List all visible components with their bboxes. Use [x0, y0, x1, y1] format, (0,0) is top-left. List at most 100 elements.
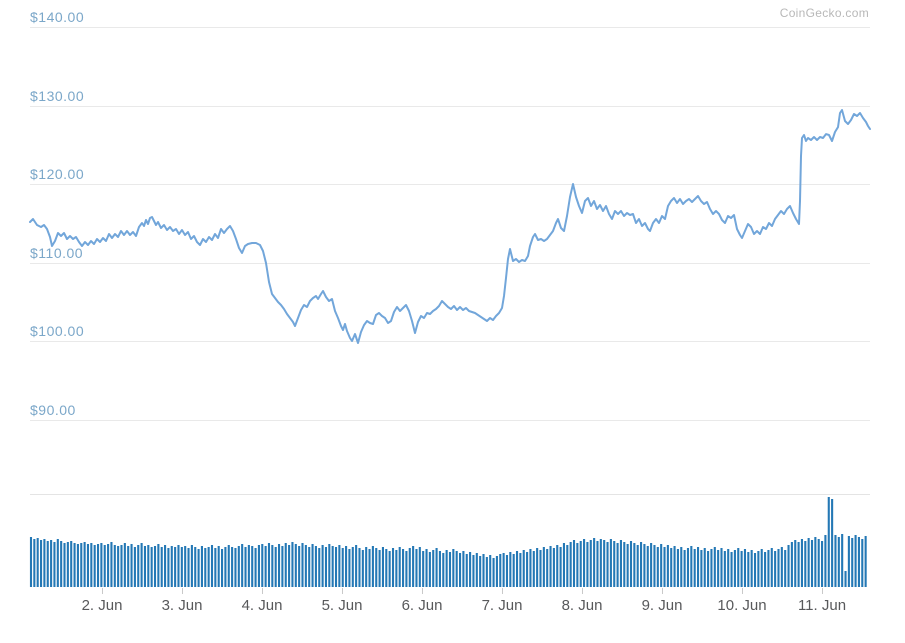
volume-bar: [274, 547, 277, 587]
volume-bar: [797, 542, 800, 587]
volume-bar: [331, 546, 334, 587]
volume-bar: [666, 545, 669, 587]
volume-bar: [593, 538, 596, 587]
volume-bar: [603, 540, 606, 587]
volume-bar: [267, 543, 271, 587]
volume-bar: [311, 544, 314, 587]
volume-bar: [864, 536, 867, 587]
volume-bar: [629, 541, 633, 587]
volume-bar: [482, 554, 485, 587]
volume-bar: [827, 497, 830, 587]
volume-bar: [462, 551, 465, 587]
x-axis-tick: [422, 588, 423, 594]
volume-bar: [599, 539, 602, 587]
volume-bar: [764, 552, 767, 587]
volume-bar: [834, 535, 837, 587]
volume-bar: [318, 548, 321, 587]
volume-bar: [234, 548, 237, 587]
volume-bar: [539, 550, 542, 587]
volume-bar: [837, 537, 840, 587]
volume-bar: [663, 547, 666, 587]
x-axis-tick: [662, 588, 663, 594]
volume-bar: [492, 558, 495, 587]
volume-bar: [157, 544, 160, 587]
volume-bar: [740, 551, 743, 587]
volume-bar: [814, 537, 817, 587]
volume-bar: [579, 541, 582, 587]
volume-bar: [217, 546, 220, 587]
volume-bar: [341, 548, 344, 587]
volume-bar: [96, 544, 100, 587]
volume-bar: [609, 539, 612, 587]
volume-bar: [455, 551, 458, 587]
volume-bar: [448, 552, 452, 587]
volume-bar: [636, 545, 639, 587]
volume-bar: [237, 546, 240, 587]
volume-bar: [445, 550, 448, 587]
x-axis-label: 9. Jun: [641, 597, 683, 614]
volume-bar: [703, 548, 706, 587]
volume-bar: [817, 539, 820, 587]
volume-bar: [572, 540, 576, 587]
volume-bar: [650, 543, 653, 587]
y-axis-label: $110.00: [30, 245, 84, 261]
volume-bar: [277, 544, 281, 587]
volume-bar: [438, 551, 441, 587]
volume-bar: [76, 544, 79, 587]
x-axis-label: 10. Jun: [717, 597, 767, 614]
volume-bar: [854, 535, 857, 587]
x-axis-tick: [582, 588, 583, 594]
volume-bar: [653, 545, 656, 587]
volume-bar: [489, 555, 492, 587]
volume-bar: [743, 549, 747, 587]
volume-bar: [499, 554, 502, 587]
volume-bar: [576, 543, 579, 587]
volume-bar: [408, 548, 411, 587]
volume-bar: [459, 553, 462, 587]
volume-bar: [412, 546, 415, 587]
price-line: [29, 109, 871, 344]
volume-bar: [365, 547, 368, 587]
volume-bar: [210, 545, 214, 587]
volume-bar: [723, 551, 726, 587]
volume-bar: [640, 542, 643, 587]
volume-bar: [381, 547, 384, 587]
volume-bar: [794, 540, 797, 587]
volume-bar: [334, 547, 338, 587]
volume-bar: [821, 541, 824, 587]
volume-bar: [435, 548, 438, 587]
volume-bar: [257, 545, 260, 587]
x-axis-tick: [822, 588, 823, 594]
volume-bar: [670, 548, 673, 587]
volume-bar: [686, 548, 690, 587]
volume-bar: [469, 552, 472, 587]
plot-hover-area[interactable]: [30, 20, 870, 590]
volume-bar: [398, 547, 401, 587]
volume-bar: [737, 548, 740, 587]
volume-bar: [301, 543, 304, 587]
volume-bar: [693, 549, 696, 587]
y-gridline: [30, 27, 870, 28]
volume-bar: [566, 545, 569, 587]
volume-bar: [247, 545, 250, 587]
volume-bar: [432, 550, 435, 587]
volume-bar: [150, 547, 153, 587]
volume-bar: [288, 545, 291, 587]
volume-bar: [583, 539, 586, 587]
volume-bar: [153, 546, 157, 587]
volume-bar: [562, 543, 566, 587]
volume-bar: [442, 553, 445, 587]
volume-bar: [556, 545, 559, 587]
volume-bar: [589, 540, 592, 587]
volume-bar: [415, 549, 418, 587]
volume-bar: [680, 547, 683, 587]
y-axis-label: $120.00: [30, 166, 85, 182]
volume-bar: [66, 542, 69, 587]
volume-bar: [40, 540, 43, 587]
volume-bar: [660, 544, 663, 587]
volume-bar: [770, 548, 773, 587]
volume-bar: [83, 542, 86, 587]
volume-bar: [851, 538, 854, 587]
volume-bar: [385, 549, 388, 587]
y-axis-label: $100.00: [30, 323, 85, 339]
